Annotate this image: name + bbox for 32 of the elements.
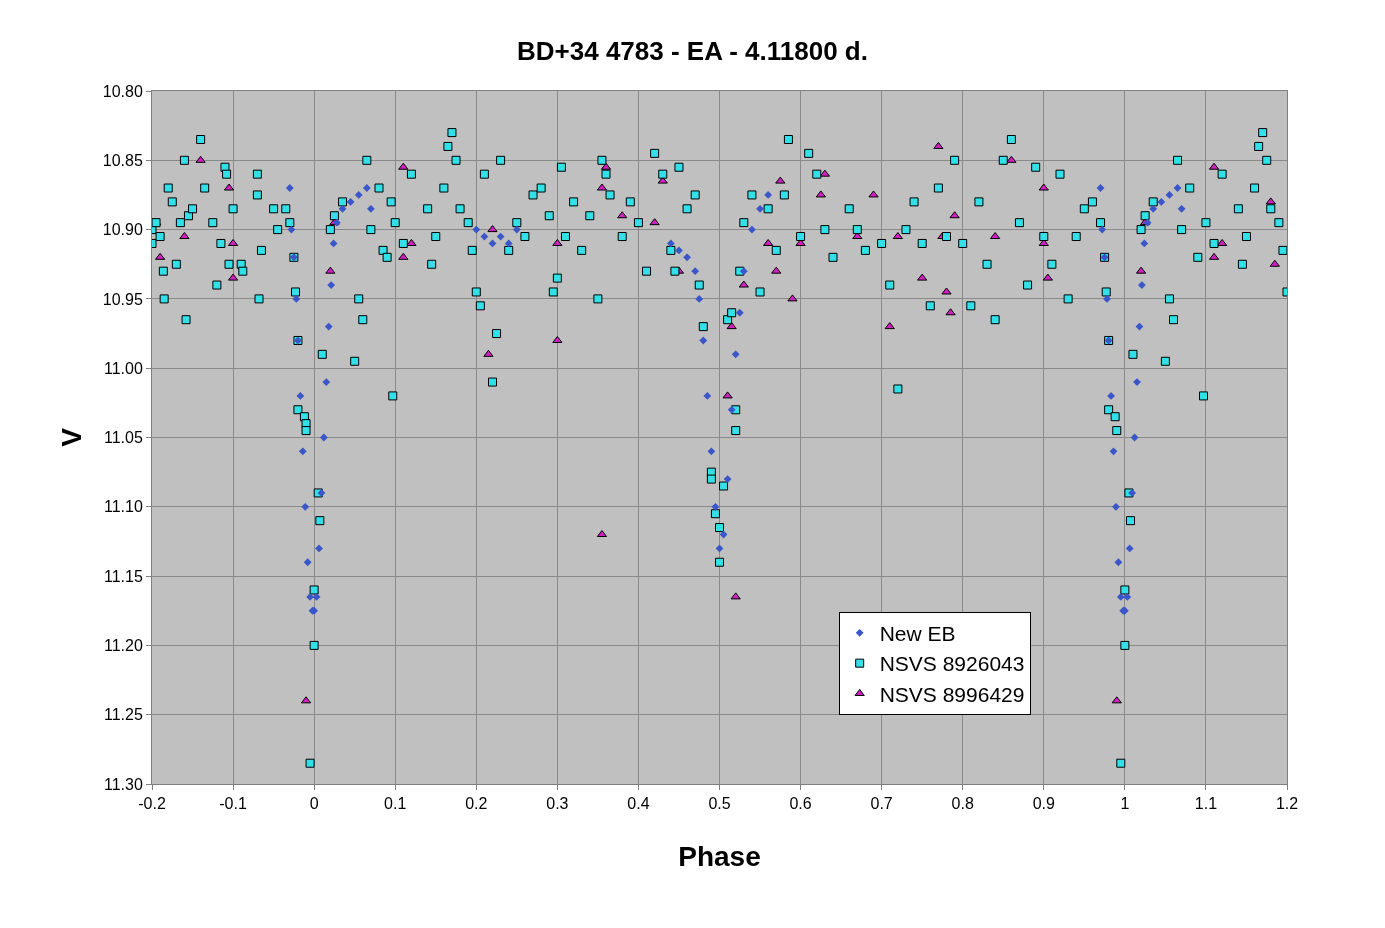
x-tick-label: 0.9 bbox=[1032, 795, 1056, 813]
y-tick-label: 11.05 bbox=[103, 429, 143, 447]
y-tick-label: 10.95 bbox=[102, 290, 143, 308]
y-tick-label: 11.30 bbox=[103, 775, 143, 793]
x-tick-label: 0.8 bbox=[951, 795, 974, 813]
y-tick-label: 10.80 bbox=[102, 82, 143, 100]
x-tick-label: -0.2 bbox=[138, 795, 166, 813]
x-tick-label: 0.3 bbox=[546, 795, 569, 813]
legend-label: NSVS 8926043 bbox=[879, 652, 1025, 676]
x-tick-label: 0.1 bbox=[384, 795, 407, 813]
y-tick-label: 10.90 bbox=[102, 221, 143, 239]
x-tick-label: 0.5 bbox=[708, 795, 731, 813]
x-tick-label: 1 bbox=[1120, 795, 1130, 813]
x-tick-label: 1.2 bbox=[1275, 795, 1299, 813]
y-tick-label: 11.25 bbox=[103, 706, 143, 724]
x-tick-label: 1.1 bbox=[1194, 795, 1218, 813]
y-tick-label: 11.10 bbox=[103, 498, 143, 516]
y-tick-label: 11.20 bbox=[103, 637, 143, 654]
x-tick-label: 0.2 bbox=[465, 795, 488, 813]
x-tick-label: 0 bbox=[309, 795, 319, 813]
legend-label: NSVS 8996429 bbox=[879, 682, 1025, 706]
y-tick-label: 11.15 bbox=[103, 567, 143, 585]
legend-label: New EB bbox=[879, 622, 956, 646]
x-tick-label: 0.7 bbox=[870, 795, 893, 813]
x-tick-label: 0.4 bbox=[627, 795, 650, 813]
x-tick-label: -0.1 bbox=[219, 795, 247, 813]
x-tick-label: 0.6 bbox=[789, 795, 812, 813]
x-axis-title: Phase bbox=[678, 841, 761, 873]
y-tick-label: 10.85 bbox=[102, 151, 143, 169]
y-tick-label: 11.00 bbox=[103, 359, 143, 377]
chart-title: BD+34 4783 - EA - 4.11800 d. bbox=[517, 35, 868, 66]
y-axis-title: V bbox=[56, 427, 88, 447]
